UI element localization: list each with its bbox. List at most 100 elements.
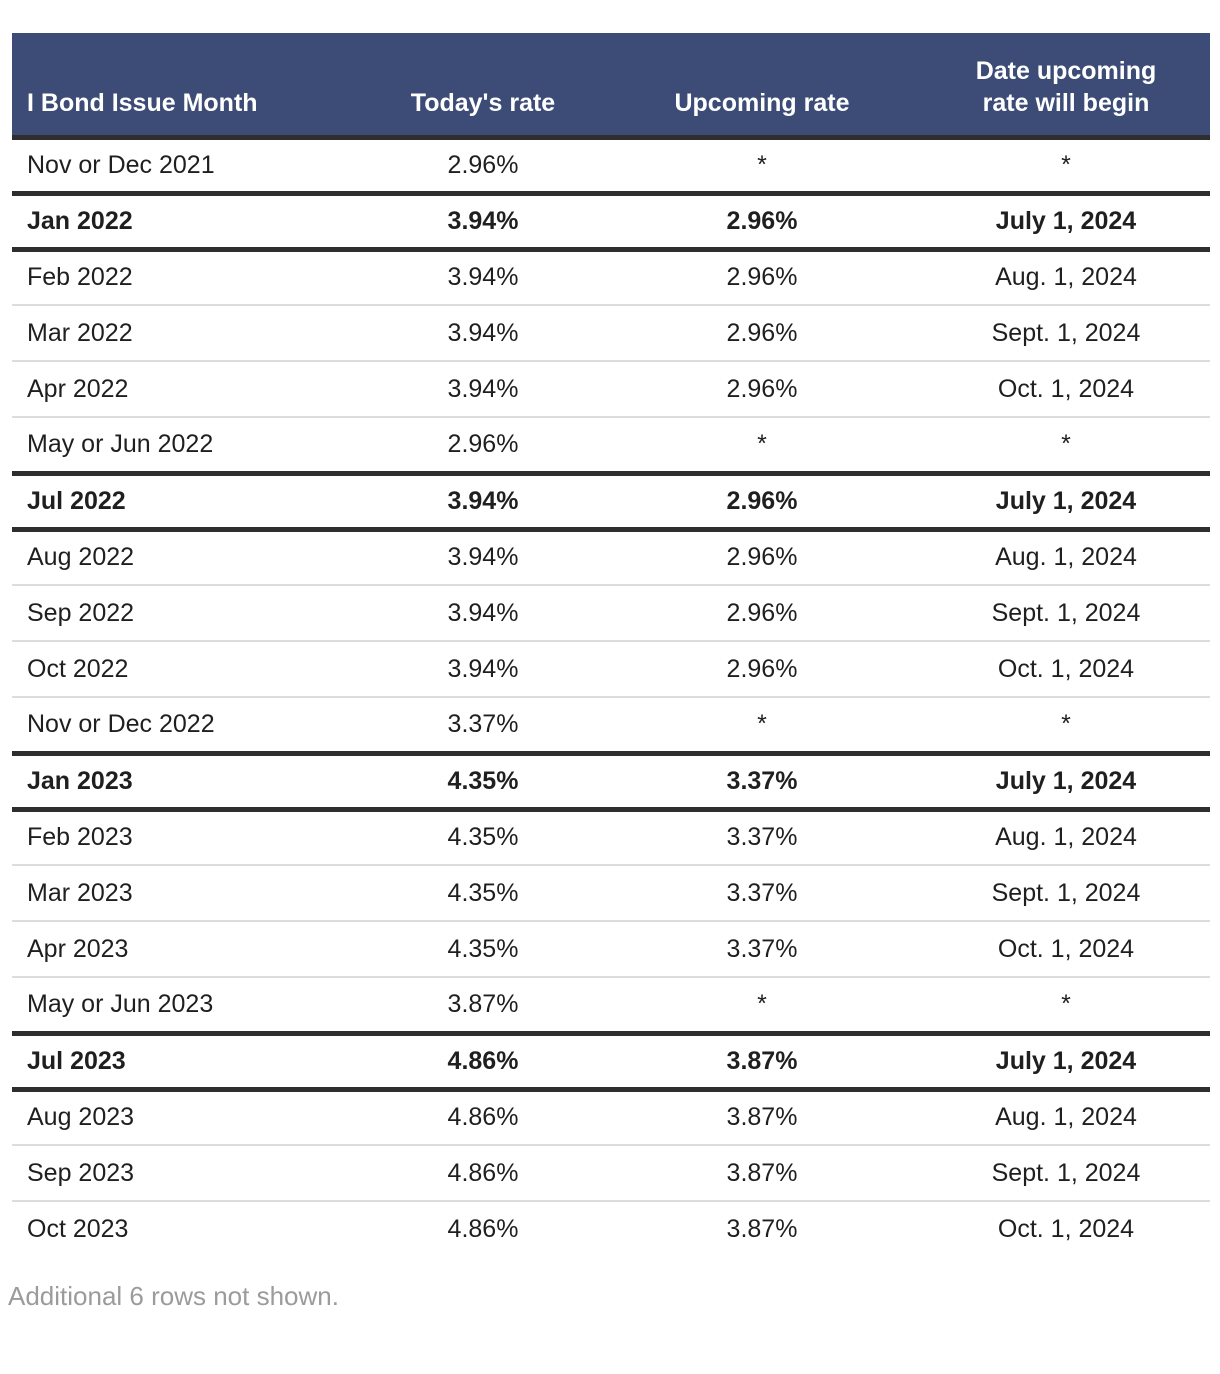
table-row: Jul 2022 3.94% 2.96% July 1, 2024 — [12, 470, 1210, 532]
column-header-issue-month: I Bond Issue Month — [12, 33, 364, 140]
cell-issue-month: Feb 2022 — [12, 248, 364, 305]
column-header-todays-rate: Today's rate — [364, 33, 602, 140]
cell-todays-rate: 3.94% — [364, 470, 602, 532]
cell-upcoming-rate: 3.87% — [602, 1200, 922, 1257]
cell-todays-rate: 4.86% — [364, 1144, 602, 1201]
table-row: Oct 2023 4.86% 3.87% Oct. 1, 2024 — [12, 1200, 1210, 1257]
table-row: May or Jun 2022 2.96% * * — [12, 416, 1210, 473]
cell-upcoming-rate: * — [602, 416, 922, 473]
cell-issue-month: Aug 2023 — [12, 1088, 364, 1145]
table-row: Oct 2022 3.94% 2.96% Oct. 1, 2024 — [12, 640, 1210, 697]
cell-todays-rate: 4.86% — [364, 1030, 602, 1092]
table-row: May or Jun 2023 3.87% * * — [12, 976, 1210, 1033]
cell-todays-rate: 4.86% — [364, 1200, 602, 1257]
cell-issue-month: May or Jun 2022 — [12, 416, 364, 473]
cell-date-begin: July 1, 2024 — [922, 190, 1210, 252]
cell-date-begin: * — [1061, 150, 1071, 179]
table-header: I Bond Issue Month Today's rate Upcoming… — [12, 33, 1210, 140]
cell-todays-rate: 3.94% — [364, 190, 602, 252]
cell-date-begin: Sept. 1, 2024 — [922, 1144, 1210, 1201]
cell-date-begin: Sept. 1, 2024 — [922, 864, 1210, 921]
cell-issue-month: Mar 2022 — [12, 304, 364, 361]
table-row: Aug 2022 3.94% 2.96% Aug. 1, 2024 — [12, 528, 1210, 585]
header-row: I Bond Issue Month Today's rate Upcoming… — [12, 33, 1210, 140]
cell-upcoming-rate: 3.37% — [602, 808, 922, 865]
cell-date-begin: Aug. 1, 2024 — [922, 248, 1210, 305]
cell-date-begin: Oct. 1, 2024 — [922, 920, 1210, 977]
cell-issue-month: Jul 2023 — [12, 1030, 364, 1092]
table-row: Jan 2023 4.35% 3.37% July 1, 2024 — [12, 750, 1210, 812]
column-header-upcoming-rate: Upcoming rate — [602, 33, 922, 140]
cell-issue-month: Oct 2022 — [12, 640, 364, 697]
cell-date-begin: * — [922, 696, 1210, 753]
cell-upcoming-rate: 2.96% — [602, 190, 922, 252]
cell-date-begin: Aug. 1, 2024 — [922, 528, 1210, 585]
cell-date-begin: July 1, 2024 — [922, 1030, 1210, 1092]
cell-upcoming-rate: 3.37% — [602, 750, 922, 812]
table-row: Jul 2023 4.86% 3.87% July 1, 2024 — [12, 1030, 1210, 1092]
cell-date-begin: July 1, 2024 — [922, 750, 1210, 812]
cell-date-begin: Sept. 1, 2024 — [922, 304, 1210, 361]
cell-upcoming-rate: 2.96% — [602, 528, 922, 585]
cell-issue-month: May or Jun 2023 — [12, 976, 364, 1033]
cell-todays-rate: 3.94% — [364, 584, 602, 641]
table-row: Feb 2022 3.94% 2.96% Aug. 1, 2024 — [12, 248, 1210, 305]
cell-issue-month: Apr 2022 — [12, 360, 364, 417]
cell-issue-month: Mar 2023 — [12, 864, 364, 921]
cell-todays-rate: 2.96% — [364, 416, 602, 473]
cell-upcoming-rate: * — [757, 150, 767, 179]
cell-date-begin: Oct. 1, 2024 — [922, 1200, 1210, 1257]
cell-upcoming-rate: 2.96% — [602, 304, 922, 361]
cell-upcoming-rate: 2.96% — [602, 640, 922, 697]
table-row: Nov or Dec 2021 2.96% * * — [12, 137, 1210, 193]
cell-issue-month: Feb 2023 — [12, 808, 364, 865]
cell-todays-rate: 2.96% — [447, 150, 519, 179]
column-header-label: Today's rate — [410, 89, 556, 117]
cell-todays-rate: 3.94% — [364, 248, 602, 305]
cell-date-begin: Aug. 1, 2024 — [922, 1088, 1210, 1145]
cell-date-begin: Oct. 1, 2024 — [922, 360, 1210, 417]
cell-upcoming-rate: 2.96% — [602, 584, 922, 641]
cell-todays-rate: 4.35% — [364, 920, 602, 977]
table-row: Apr 2023 4.35% 3.37% Oct. 1, 2024 — [12, 920, 1210, 977]
cell-upcoming-rate: 3.87% — [602, 1030, 922, 1092]
cell-date-begin: July 1, 2024 — [922, 470, 1210, 532]
cell-upcoming-rate: 3.87% — [602, 1088, 922, 1145]
cell-date-begin: Aug. 1, 2024 — [922, 808, 1210, 865]
cell-todays-rate: 3.94% — [364, 304, 602, 361]
cell-issue-month: Jul 2022 — [12, 470, 364, 532]
table-footnote: Additional 6 rows not shown. — [8, 1281, 339, 1311]
table-row: Nov or Dec 2022 3.37% * * — [12, 696, 1210, 753]
column-header-date-begin: Date upcoming rate will begin — [922, 33, 1210, 140]
table-row: Sep 2022 3.94% 2.96% Sept. 1, 2024 — [12, 584, 1210, 641]
cell-issue-month: Oct 2023 — [12, 1200, 364, 1257]
cell-date-begin: Sept. 1, 2024 — [922, 584, 1210, 641]
cell-upcoming-rate: 2.96% — [602, 360, 922, 417]
cell-todays-rate: 4.35% — [364, 808, 602, 865]
table-body: Nov or Dec 2021 2.96% * * Jan 2022 3.94%… — [12, 137, 1210, 1257]
cell-todays-rate: 4.35% — [364, 750, 602, 812]
column-header-label: Upcoming rate — [674, 89, 850, 117]
table-row: Mar 2022 3.94% 2.96% Sept. 1, 2024 — [12, 304, 1210, 361]
cell-todays-rate: 3.87% — [364, 976, 602, 1033]
cell-date-begin: Oct. 1, 2024 — [922, 640, 1210, 697]
table-row: Aug 2023 4.86% 3.87% Aug. 1, 2024 — [12, 1088, 1210, 1145]
cell-todays-rate: 4.35% — [364, 864, 602, 921]
table-row: Feb 2023 4.35% 3.37% Aug. 1, 2024 — [12, 808, 1210, 865]
cell-upcoming-rate: * — [602, 976, 922, 1033]
cell-issue-month: Jan 2023 — [12, 750, 364, 812]
cell-upcoming-rate: 2.96% — [602, 470, 922, 532]
cell-date-begin: * — [922, 976, 1210, 1033]
cell-upcoming-rate: 3.37% — [602, 864, 922, 921]
cell-date-begin: * — [922, 416, 1210, 473]
cell-upcoming-rate: 3.87% — [602, 1144, 922, 1201]
ibond-rates-table: I Bond Issue Month Today's rate Upcoming… — [12, 33, 1210, 1257]
table-row: Apr 2022 3.94% 2.96% Oct. 1, 2024 — [12, 360, 1210, 417]
cell-todays-rate: 3.37% — [364, 696, 602, 753]
cell-issue-month: Aug 2022 — [12, 528, 364, 585]
cell-upcoming-rate: 3.37% — [602, 920, 922, 977]
cell-issue-month: Jan 2022 — [12, 190, 364, 252]
cell-upcoming-rate: * — [602, 696, 922, 753]
column-header-label: Date upcoming rate will begin — [975, 56, 1157, 118]
cell-issue-month: Apr 2023 — [12, 920, 364, 977]
